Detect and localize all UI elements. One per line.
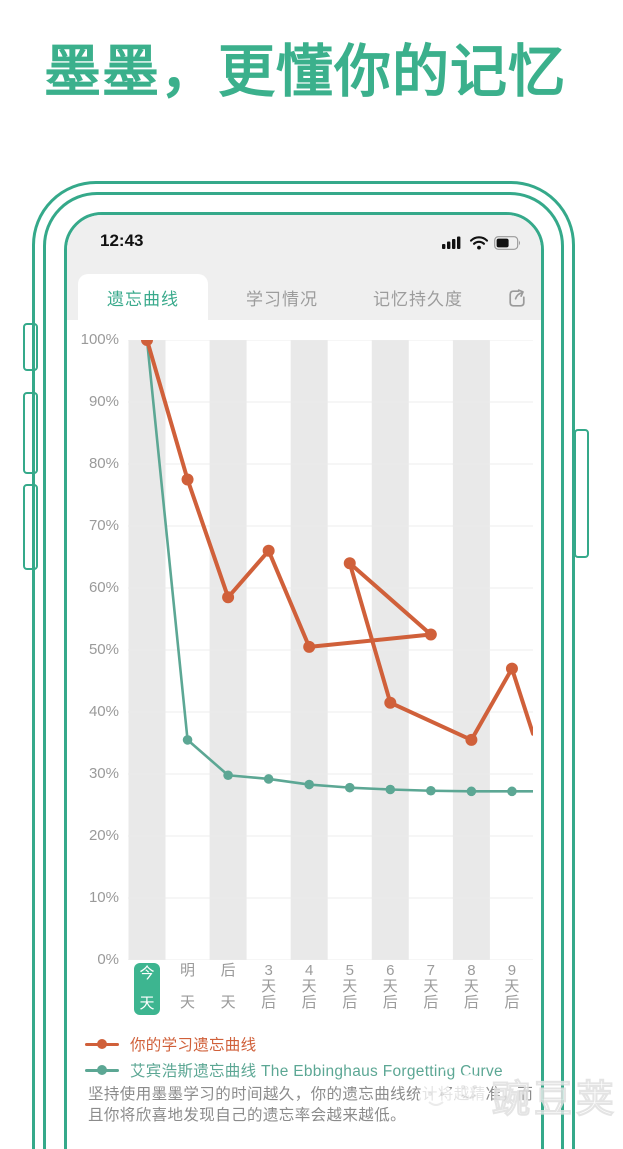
y-tick: 100% xyxy=(80,331,119,348)
forgetting-curve-chart xyxy=(128,340,533,960)
status-time: 12:43 xyxy=(100,231,144,250)
legend-label: 艾宾浩斯遗忘曲线 The Ebbinghaus Forgetting Curve xyxy=(130,1063,503,1080)
page-title: 墨墨，更懂你的记忆 xyxy=(44,40,566,104)
tab-memory-persistence[interactable]: 记忆持久度 xyxy=(373,289,463,309)
phone-screen: 12:43 遗忘曲线 学习情况 记忆持久度 xyxy=(64,212,544,1149)
legend-label: 你的学习遗忘曲线 xyxy=(130,1037,257,1054)
x-label: 明天 xyxy=(180,962,196,1011)
share-export-icon xyxy=(509,289,525,307)
y-tick: 20% xyxy=(88,827,119,844)
phone-frame-outer xyxy=(32,181,575,1149)
y-tick: 10% xyxy=(88,889,119,906)
phone-frame-middle xyxy=(43,192,564,1149)
x-label-today-badge: 今天 xyxy=(134,963,160,1015)
phone-power-button xyxy=(574,429,589,558)
tab-forgetting-curve[interactable]: 遗忘曲线 xyxy=(78,274,208,320)
chart-legend: 你的学习遗忘曲线 艾宾浩斯遗忘曲线 The Ebbinghaus Forgett… xyxy=(85,1031,503,1083)
tab-learning-status[interactable]: 学习情况 xyxy=(246,289,318,309)
legend-item-ebbinghaus-curve: 艾宾浩斯遗忘曲线 The Ebbinghaus Forgetting Curve xyxy=(85,1057,503,1083)
share-button[interactable] xyxy=(504,286,528,310)
legend-item-your-curve: 你的学习遗忘曲线 xyxy=(85,1031,503,1057)
y-tick: 60% xyxy=(88,579,119,596)
your-curve-marker-icon xyxy=(85,1039,119,1049)
x-label: 后天 xyxy=(220,962,236,1011)
y-tick: 30% xyxy=(88,765,119,782)
y-tick: 0% xyxy=(97,951,119,968)
footer-note: 坚持使用墨墨学习的时间越久，你的遗忘曲线统计将越精准，而且你将欣喜地发现自己的遗… xyxy=(88,1086,534,1124)
y-tick: 40% xyxy=(88,703,119,720)
status-icons xyxy=(442,236,522,250)
y-tick: 50% xyxy=(88,641,119,658)
y-tick: 80% xyxy=(88,455,119,472)
y-tick: 70% xyxy=(88,517,119,534)
ebbinghaus-curve-marker-icon xyxy=(85,1065,119,1075)
wifi-icon xyxy=(469,236,489,250)
cellular-signal-icon xyxy=(442,236,461,249)
battery-icon xyxy=(494,236,520,250)
y-tick: 90% xyxy=(88,393,119,410)
